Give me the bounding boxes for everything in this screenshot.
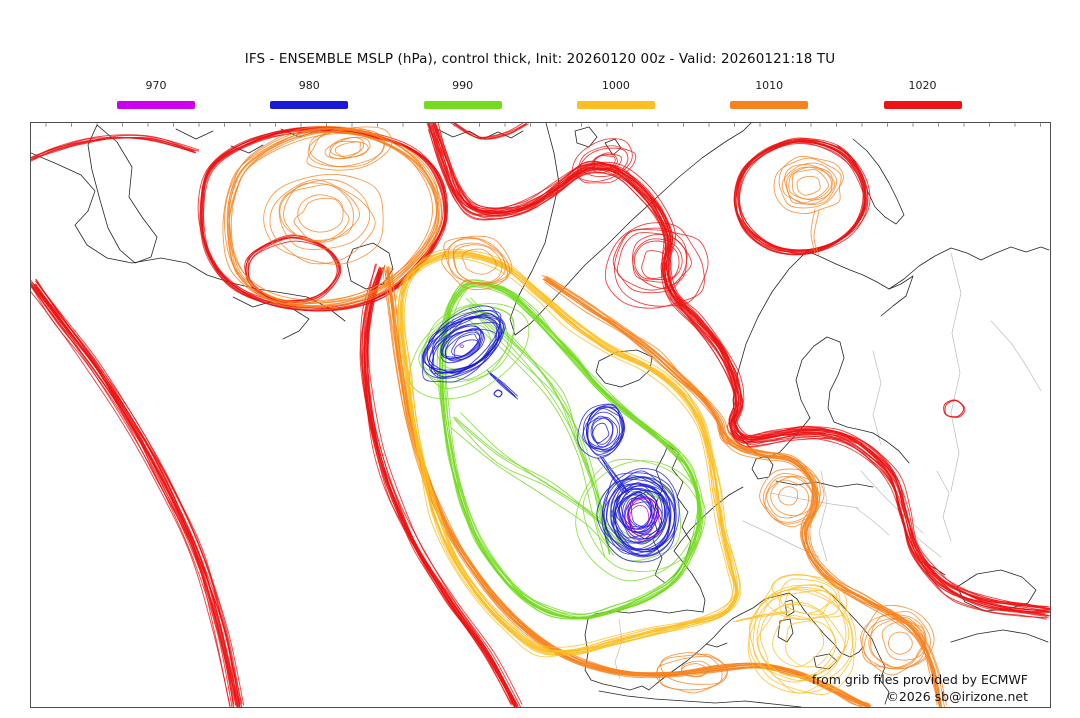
legend-swatch [270, 101, 349, 109]
attribution-copyright: ©2026 sb@irizone.net [886, 689, 1028, 704]
legend-label: 970 [145, 79, 167, 92]
legend-item-1020: 1020 [883, 79, 962, 109]
map-frame: from grib files provided by ECMWF ©2026 … [30, 122, 1051, 708]
legend-label: 980 [298, 79, 320, 92]
legend-item-990: 990 [423, 79, 502, 109]
legend-item-1010: 1010 [730, 79, 809, 109]
legend-swatch [883, 101, 962, 109]
legend-label: 1000 [601, 79, 630, 92]
legend-swatch [117, 101, 195, 109]
legend-label: 1010 [755, 79, 784, 92]
map-canvas [31, 123, 1050, 707]
legend-swatch [730, 101, 809, 109]
attribution-source: from grib files provided by ECMWF [811, 672, 1028, 687]
legend-label: 1020 [908, 79, 937, 92]
legend-label: 990 [452, 79, 474, 92]
legend-item-970: 970 [117, 79, 195, 109]
legend-item-1000: 1000 [576, 79, 655, 109]
legend-swatch [576, 101, 655, 109]
chart-title: IFS - ENSEMBLE MSLP (hPa), control thick… [244, 51, 836, 67]
legend-item-980: 980 [270, 79, 349, 109]
legend-swatch [423, 101, 502, 109]
pressure-legend: 970 980 990 1000 1010 1020 [0, 79, 1080, 113]
